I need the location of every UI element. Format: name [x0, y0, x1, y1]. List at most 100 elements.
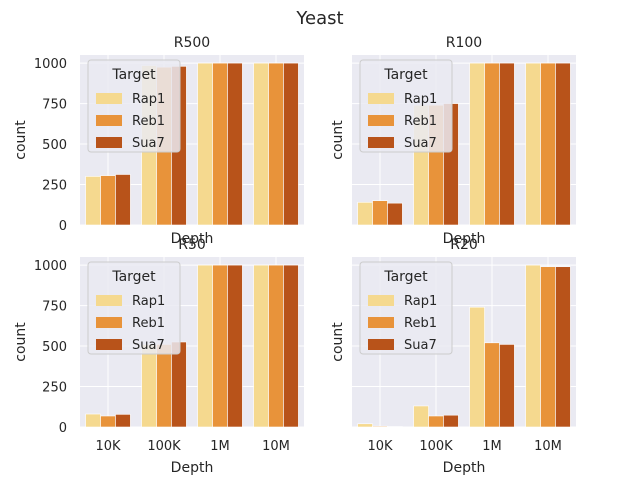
bar-sua7-10k — [115, 174, 131, 226]
bar-reb1-10m — [540, 266, 556, 428]
y-axis-label: count — [330, 120, 346, 160]
x-axis-label: Depth — [171, 231, 214, 247]
bar-rap1-10k — [357, 202, 373, 226]
bar-reb1-10m — [540, 62, 556, 226]
x-tick-label: 1M — [210, 439, 230, 454]
bar-reb1-1m — [484, 62, 500, 226]
bar-rap1-10k — [85, 176, 101, 226]
bar-rap1-1m — [469, 62, 485, 226]
bar-rap1-10m — [253, 264, 269, 428]
bar-reb1-100k — [156, 344, 172, 428]
y-tick-label: 250 — [42, 179, 67, 194]
x-tick-label: 10M — [534, 439, 562, 454]
panel-title: R50 — [178, 237, 206, 253]
legend-entry-rap1: Rap1 — [404, 92, 437, 107]
legend-swatch-reb1 — [368, 115, 394, 126]
panel-title: R20 — [450, 237, 478, 253]
legend-entry-rap1: Rap1 — [132, 294, 165, 309]
bar-sua7-1m — [499, 344, 515, 428]
legend-entry-rap1: Rap1 — [404, 294, 437, 309]
legend-box — [87, 59, 181, 153]
bar-reb1-1m — [212, 62, 228, 226]
legend: Target Rap1 Reb1 Sua7 — [87, 59, 181, 153]
legend: Target Rap1 Reb1 Sua7 — [359, 261, 453, 355]
bar-rap1-10k — [357, 423, 373, 428]
legend-box — [359, 59, 453, 153]
bar-sua7-10m — [555, 266, 571, 428]
bar-reb1-10k — [372, 200, 388, 226]
x-tick-label: 100K — [147, 439, 181, 454]
legend-swatch-rap1 — [96, 93, 122, 104]
panel-title: R100 — [446, 35, 482, 51]
y-axis-label: count — [330, 322, 346, 362]
x-tick-label: 10K — [95, 439, 121, 454]
legend-title: Target — [383, 67, 428, 83]
y-axis-label: count — [13, 120, 29, 160]
panel-title: R500 — [174, 35, 210, 51]
bar-reb1-10m — [268, 264, 284, 428]
bar-rap1-1m — [197, 62, 213, 226]
bar-sua7-1m — [499, 62, 515, 226]
legend-swatch-rap1 — [368, 93, 394, 104]
bar-sua7-100k — [171, 341, 187, 428]
panel-r50: R50 0 250 500 750 1000 count 10K 100K 1M 10M Depth T… — [13, 237, 304, 476]
legend-swatch-sua7 — [96, 339, 122, 350]
y-tick-label: 1000 — [34, 57, 67, 72]
panel-r100: R100 count Depth Target Rap1 Reb1 Sua7 — [330, 35, 576, 247]
bar-reb1-10k — [372, 425, 388, 428]
bar-sua7-10m — [555, 62, 571, 226]
x-axis-label: Depth — [443, 231, 486, 247]
x-axis-label: Depth — [171, 460, 214, 476]
panel-r500: R500 0 250 500 750 1000 count Depth Target Rap1 Re… — [13, 35, 304, 247]
bar-rap1-1m — [469, 306, 485, 428]
x-tick-label: 1M — [482, 439, 502, 454]
bar-sua7-1m — [227, 264, 243, 428]
bar-rap1-1m — [197, 264, 213, 428]
legend-entry-sua7: Sua7 — [404, 338, 437, 353]
y-tick-label: 750 — [42, 98, 67, 113]
bar-sua7-10m — [283, 62, 299, 226]
bar-reb1-10k — [100, 175, 116, 226]
bar-rap1-100k — [413, 405, 429, 428]
bar-rap1-10m — [525, 264, 541, 428]
y-tick-label: 500 — [42, 340, 67, 355]
bar-reb1-100k — [428, 415, 444, 428]
legend-box — [359, 261, 453, 355]
y-axis-label: count — [13, 322, 29, 362]
bar-rap1-100k — [141, 344, 157, 428]
legend-entry-reb1: Reb1 — [132, 316, 165, 331]
bar-reb1-1m — [484, 342, 500, 428]
legend-swatch-sua7 — [368, 339, 394, 350]
y-tick-label: 500 — [42, 138, 67, 153]
legend-title: Target — [383, 269, 428, 285]
legend-swatch-sua7 — [96, 137, 122, 148]
bar-sua7-10k — [387, 202, 403, 226]
legend-swatch-rap1 — [368, 295, 394, 306]
legend-entry-reb1: Reb1 — [404, 316, 437, 331]
legend-entry-sua7: Sua7 — [132, 338, 165, 353]
legend-swatch-reb1 — [96, 115, 122, 126]
legend-entry-reb1: Reb1 — [132, 114, 165, 129]
legend-swatch-reb1 — [368, 317, 394, 328]
x-tick-label: 10M — [262, 439, 290, 454]
bar-reb1-10k — [100, 415, 116, 428]
legend-entry-sua7: Sua7 — [132, 136, 165, 151]
bar-sua7-1m — [227, 62, 243, 226]
legend: Target Rap1 Reb1 Sua7 — [359, 59, 453, 153]
bar-sua7-10k — [115, 414, 131, 428]
bar-rap1-10k — [85, 413, 101, 428]
figure-title: Yeast — [295, 8, 343, 29]
legend-swatch-rap1 — [96, 295, 122, 306]
x-tick-label: 10K — [367, 439, 393, 454]
x-tick-label: 100K — [419, 439, 453, 454]
y-tick-label: 0 — [59, 421, 67, 436]
y-tick-label: 750 — [42, 300, 67, 315]
x-axis-label: Depth — [443, 460, 486, 476]
legend-swatch-sua7 — [368, 137, 394, 148]
y-tick-label: 1000 — [34, 259, 67, 274]
legend-title: Target — [111, 67, 156, 83]
bar-reb1-1m — [212, 264, 228, 428]
legend-entry-reb1: Reb1 — [404, 114, 437, 129]
bar-reb1-10m — [268, 62, 284, 226]
